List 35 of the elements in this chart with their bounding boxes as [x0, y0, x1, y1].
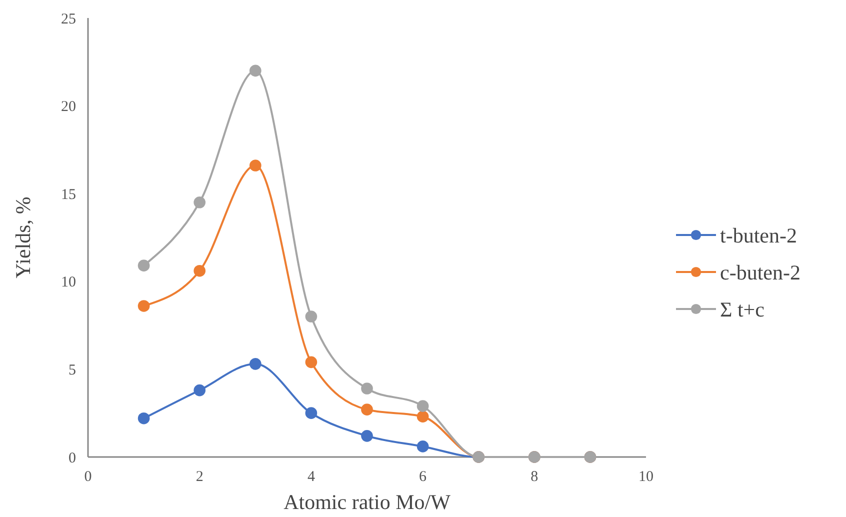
- y-tick-label: 0: [68, 450, 76, 466]
- point: [249, 64, 262, 77]
- point: [249, 160, 262, 172]
- point: [361, 430, 373, 442]
- legend-label: c-buten-2: [720, 260, 800, 284]
- y-tick-label: 25: [61, 11, 76, 28]
- point: [416, 400, 429, 412]
- x-tick-label: 6: [419, 469, 428, 485]
- point: [416, 440, 429, 452]
- legend-label: t-buten-2: [720, 223, 797, 248]
- y-axis-title: Yields, %: [11, 196, 35, 278]
- point: [194, 264, 206, 277]
- x-tick-label: 8: [530, 469, 538, 485]
- point: [138, 300, 150, 312]
- x-axis-title: Atomic ratio Mo/W: [284, 490, 451, 514]
- point: [194, 196, 206, 208]
- y-tick-label: 20: [61, 99, 76, 116]
- point: [416, 410, 429, 423]
- point: [138, 412, 150, 424]
- x-tick-label: 2: [196, 469, 204, 485]
- y-tick-label: 10: [61, 274, 76, 291]
- point: [305, 407, 318, 420]
- point: [249, 358, 262, 370]
- legend-label: Σ t+c: [720, 297, 764, 322]
- x-tick-label: 0: [84, 469, 92, 485]
- point: [361, 382, 373, 394]
- point: [361, 404, 373, 416]
- point: [194, 384, 206, 396]
- point: [138, 260, 150, 272]
- point: [305, 356, 318, 368]
- x-tick-label: 10: [638, 469, 654, 485]
- point: [305, 310, 318, 322]
- x-tick-label: 4: [307, 469, 316, 485]
- y-tick-label: 15: [61, 186, 76, 203]
- y-tick-label: 5: [68, 362, 76, 378]
